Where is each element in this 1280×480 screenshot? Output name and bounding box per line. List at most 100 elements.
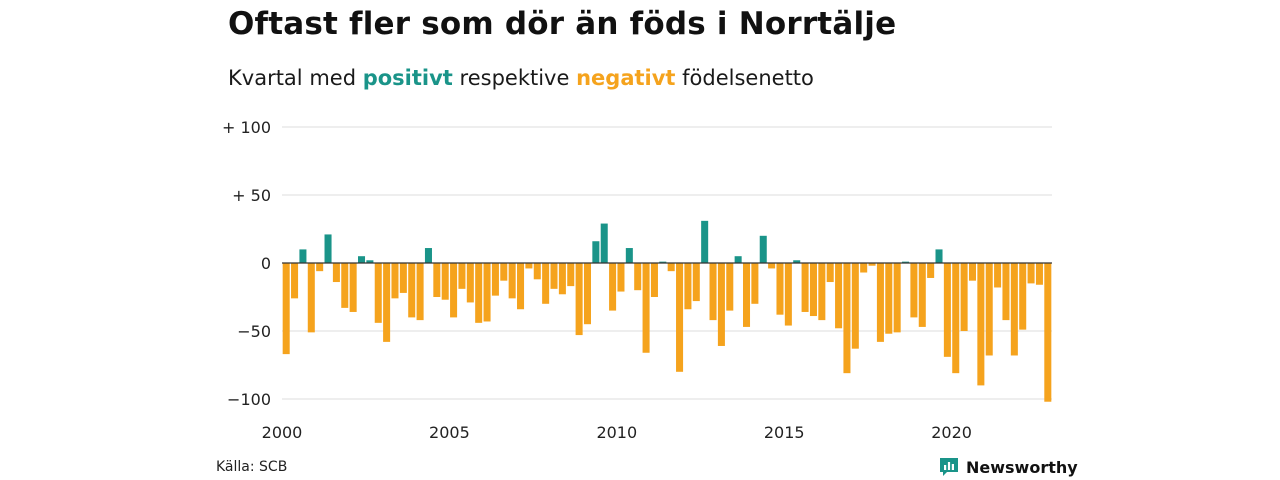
bar-negative [500,263,508,281]
bar-negative [1027,263,1035,284]
bar-negative [835,263,843,329]
bar-negative [826,263,834,283]
bar-negative [617,263,625,292]
bar-negative [517,263,525,310]
bar-negative [860,263,868,273]
bar-negative [692,263,700,302]
bar-negative [684,263,692,310]
bar-negative [508,263,516,299]
bar-negative [751,263,759,304]
y-axis: + 100 + 50 0 −50 −100 [222,118,271,409]
bar-negative [726,263,734,311]
bar-positive [759,235,767,263]
bar-negative [341,263,349,308]
subtitle-prefix: Kvartal med [228,66,357,90]
bar-negative [550,263,558,289]
bar-negative [776,263,784,315]
bar-negative [450,263,458,318]
bar-negative [960,263,968,331]
bar-negative [994,263,1002,288]
bar-positive [902,261,910,263]
subtitle-suffix: födelsenetto [682,66,814,90]
bar-negative [876,263,884,342]
newsworthy-logo-icon [940,458,958,476]
bar-negative [843,263,851,374]
bar-positive [366,260,374,263]
bar-negative [282,263,290,355]
y-tick-label: −100 [227,390,271,409]
bar-negative [491,263,499,296]
bar-negative [717,263,725,346]
bar-negative [1019,263,1027,330]
bar-negative [784,263,792,326]
brand-logo[interactable]: Newsworthy [938,456,1078,478]
bar-negative [709,263,717,321]
bar-negative [977,263,985,386]
bar-negative [818,263,826,321]
x-tick-label: 2005 [429,423,470,442]
bar-positive [600,223,608,263]
x-tick-label: 2015 [764,423,805,442]
bar-negative [868,263,876,266]
x-tick-label: 2000 [262,423,303,442]
bar-positive [734,256,742,263]
chart-subtitle: Kvartal med positivt respektive negativt… [228,66,814,90]
bar-negative [1002,263,1010,321]
bar-positive [793,260,801,263]
bar-negative [291,263,299,299]
bar-negative [1044,263,1052,402]
brand-name: Newsworthy [966,457,1078,477]
bar-negative [466,263,474,303]
x-axis: 2000 2005 2010 2015 2020 [262,423,972,442]
subtitle-negative-word: negativt [576,66,676,90]
bar-negative [985,263,993,356]
bar-negative [575,263,583,336]
bar-negative [332,263,340,283]
bar-negative [910,263,918,318]
bar-negative [483,263,491,322]
bar-negative [927,263,935,278]
bar-negative [567,263,575,287]
bar-negative [307,263,315,333]
bar-negative [667,263,675,272]
bar-positive [358,256,366,263]
bar-positive [299,249,307,263]
bar-negative [316,263,324,272]
bar-negative [433,263,441,297]
bar-negative [918,263,926,327]
bar-positive [592,241,600,263]
bar-negative [968,263,976,281]
bar-negative [458,263,466,289]
bar-negative [475,263,483,323]
bar-negative [374,263,382,323]
bar-negative [676,263,684,372]
bars [282,220,1052,402]
bar-negative [809,263,817,317]
subtitle-positive-word: positivt [362,66,453,90]
bar-negative [851,263,859,349]
x-tick-label: 2020 [931,423,972,442]
bar-positive [701,220,709,263]
bar-negative [893,263,901,333]
y-tick-label: + 100 [222,118,271,137]
bar-positive [324,234,332,263]
chart-title: Oftast fler som dör än föds i Norrtälje [228,6,897,42]
bar-negative [533,263,541,280]
bar-negative [558,263,566,295]
bar-negative [650,263,658,297]
bar-positive [935,249,943,263]
bar-negative [416,263,424,321]
bar-positive [659,261,667,263]
bar-negative [952,263,960,374]
bar-negative [542,263,550,304]
bar-negative [885,263,893,334]
bar-positive [625,248,633,263]
bar-negative [768,263,776,269]
bar-negative [391,263,399,299]
bar-negative [634,263,642,291]
y-tick-label: −50 [237,322,271,341]
x-tick-label: 2010 [596,423,637,442]
bar-negative [408,263,416,318]
bar-negative [525,263,533,269]
